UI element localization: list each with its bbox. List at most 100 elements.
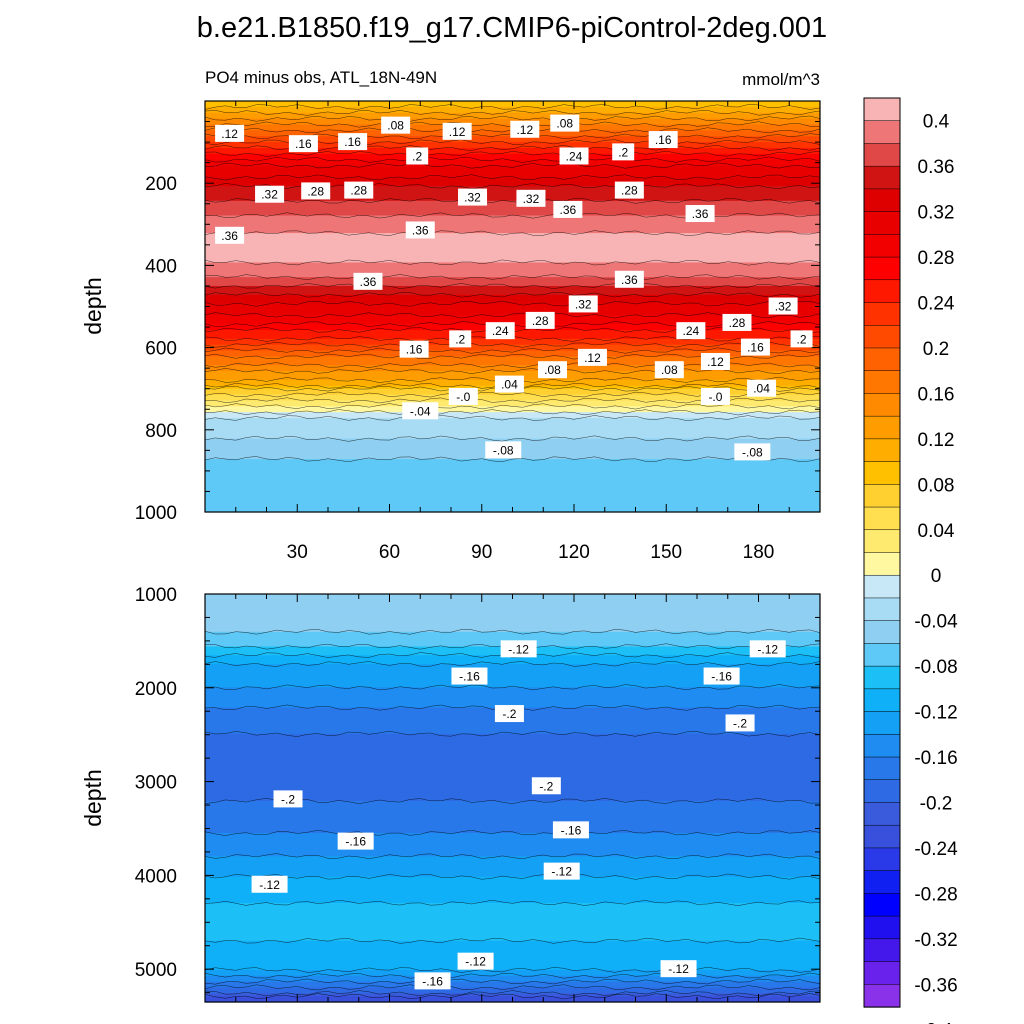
contour-label-box xyxy=(553,200,583,218)
contour-label: -.16 xyxy=(337,832,374,850)
contour-band xyxy=(205,206,820,211)
contour-band xyxy=(205,271,820,275)
contour-label-box xyxy=(485,441,522,459)
contour-line xyxy=(204,853,821,860)
contour-band xyxy=(205,990,820,994)
contour-band xyxy=(205,212,820,217)
y-tick-label: 3000 xyxy=(135,773,177,794)
colorbar-tick-label: -0.08 xyxy=(914,657,957,678)
contour-band xyxy=(205,608,820,613)
contour-label-text: .28 xyxy=(621,184,638,198)
contour-band xyxy=(205,768,820,773)
contour-line xyxy=(204,984,821,991)
contour-band xyxy=(205,168,820,173)
contour-band xyxy=(205,841,820,846)
contour-label-text: -.12 xyxy=(508,642,529,656)
contour-band xyxy=(205,669,820,674)
contour-label: .08 xyxy=(537,361,567,379)
contour-band xyxy=(205,203,820,208)
contour-line xyxy=(204,341,821,348)
contour-label-text: .32 xyxy=(775,300,792,314)
contour-band xyxy=(205,847,820,852)
contour-band xyxy=(205,186,820,190)
contour-band xyxy=(205,162,820,167)
contour-label-box xyxy=(531,777,561,795)
contour-band xyxy=(205,139,820,143)
contour-band xyxy=(205,658,820,662)
contour-band xyxy=(205,412,820,416)
contour-label-box xyxy=(525,311,555,329)
contour-band xyxy=(205,969,820,974)
colorbar-swatch xyxy=(863,188,901,213)
contour-band xyxy=(205,876,820,881)
contour-band xyxy=(205,628,820,633)
colorbar: 0.4 0.36 0.32 0.28 0.24 0.2 0.16 0.12 0.08 0.04 0 -… xyxy=(863,97,958,1024)
colorbar-swatch xyxy=(863,665,901,690)
contour-label: .28 xyxy=(344,181,374,199)
colorbar-swatch xyxy=(863,802,901,826)
contour-label-text: -.16 xyxy=(459,670,480,684)
contour-band xyxy=(205,800,820,805)
contour-band xyxy=(205,838,820,843)
contour-label: .36 xyxy=(215,226,245,244)
contour-label: .32 xyxy=(768,297,798,315)
colorbar-swatch xyxy=(863,779,901,804)
contour-label-text: .12 xyxy=(449,125,466,139)
contour-band xyxy=(205,145,820,149)
contour-label-text: -.2 xyxy=(733,716,747,730)
contour-band xyxy=(205,696,820,700)
contour-band xyxy=(205,987,820,991)
contour-label-box xyxy=(700,352,730,370)
contour-band xyxy=(205,256,820,261)
contour-label-box xyxy=(676,322,706,340)
contour-band xyxy=(205,432,820,437)
contour-band xyxy=(205,397,820,402)
lower-contour-labels: -.12 -.12 -.16 -.16 -.2 -.2 -.2 -.2 -.16 -.16 -.12… xyxy=(251,640,786,990)
contour-band xyxy=(205,774,820,779)
contour-band xyxy=(205,844,820,849)
contour-band xyxy=(205,215,820,220)
contour-band xyxy=(205,754,820,758)
colorbar-swatch xyxy=(863,597,901,622)
colorbar-swatch xyxy=(863,143,901,167)
contour-band xyxy=(205,961,820,965)
contour-band xyxy=(205,142,820,146)
contour-line xyxy=(204,990,821,997)
contour-label-box xyxy=(402,402,439,420)
contour-label-box xyxy=(451,667,488,685)
contour-label: -.12 xyxy=(543,862,580,880)
contour-band xyxy=(205,897,820,901)
contour-band xyxy=(205,200,820,205)
contour-label-box xyxy=(612,143,635,161)
contour-label-box xyxy=(273,790,303,808)
contour-label-box xyxy=(740,338,770,356)
contour-band xyxy=(205,306,820,311)
contour-band xyxy=(205,853,820,857)
contour-band xyxy=(205,850,820,854)
colorbar-swatch xyxy=(863,643,901,667)
contour-band xyxy=(205,236,820,240)
contour-label: .16 xyxy=(399,340,429,358)
colorbar-swatch xyxy=(863,870,901,895)
contour-label-box xyxy=(577,348,607,366)
contour-label: .28 xyxy=(614,181,644,199)
contour-band xyxy=(205,150,820,155)
contour-line xyxy=(204,115,821,122)
contour-line xyxy=(204,312,821,319)
figure-title: b.e21.B1850.f19_g17.CMIP6-piControl-2deg… xyxy=(197,12,827,44)
contour-band xyxy=(205,827,820,831)
contour-band xyxy=(205,760,820,764)
contour-band xyxy=(205,476,820,481)
colorbar-tick-label: -0.36 xyxy=(914,975,957,996)
contour-band xyxy=(205,283,820,287)
contour-band xyxy=(205,291,820,296)
contour-band xyxy=(205,153,820,158)
contour-label: .08 xyxy=(654,361,684,379)
contour-band xyxy=(205,631,820,636)
contour-label-text: -.2 xyxy=(539,779,553,793)
contour-band xyxy=(205,765,820,770)
contour-line xyxy=(204,259,821,266)
contour-band xyxy=(205,824,820,828)
contour-label: -.2 xyxy=(725,714,755,732)
